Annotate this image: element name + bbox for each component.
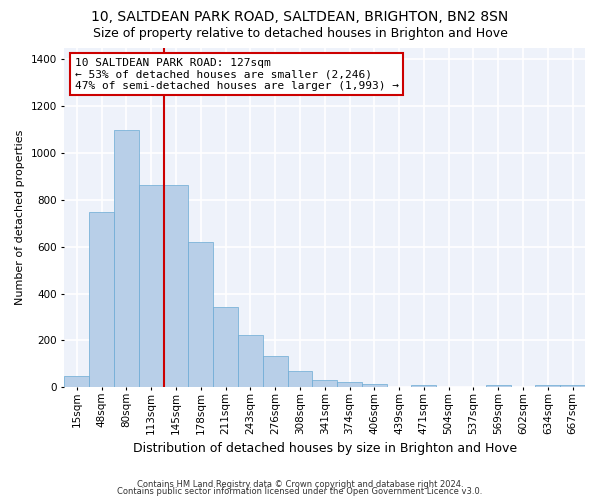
Bar [64,376,89,388]
Bar [486,385,511,388]
Text: 10, SALTDEAN PARK ROAD, SALTDEAN, BRIGHTON, BN2 8SN: 10, SALTDEAN PARK ROAD, SALTDEAN, BRIGHT… [91,10,509,24]
Bar [139,184,164,388]
Y-axis label: Number of detached properties: Number of detached properties [15,130,25,305]
Bar [238,334,263,388]
Text: Size of property relative to detached houses in Brighton and Hove: Size of property relative to detached ho… [92,28,508,40]
Bar [114,130,139,388]
Bar [287,372,313,388]
Bar [89,212,114,388]
Bar [263,356,287,388]
X-axis label: Distribution of detached houses by size in Brighton and Hove: Distribution of detached houses by size … [133,442,517,455]
Bar [313,380,337,388]
Bar [337,382,362,388]
Text: Contains public sector information licensed under the Open Government Licence v3: Contains public sector information licen… [118,487,482,496]
Bar [188,242,213,388]
Text: Contains HM Land Registry data © Crown copyright and database right 2024.: Contains HM Land Registry data © Crown c… [137,480,463,489]
Bar [164,184,188,388]
Bar [535,385,560,388]
Bar [412,385,436,388]
Bar [362,384,386,388]
Bar [560,385,585,388]
Text: 10 SALTDEAN PARK ROAD: 127sqm
← 53% of detached houses are smaller (2,246)
47% o: 10 SALTDEAN PARK ROAD: 127sqm ← 53% of d… [75,58,399,91]
Bar [213,306,238,388]
